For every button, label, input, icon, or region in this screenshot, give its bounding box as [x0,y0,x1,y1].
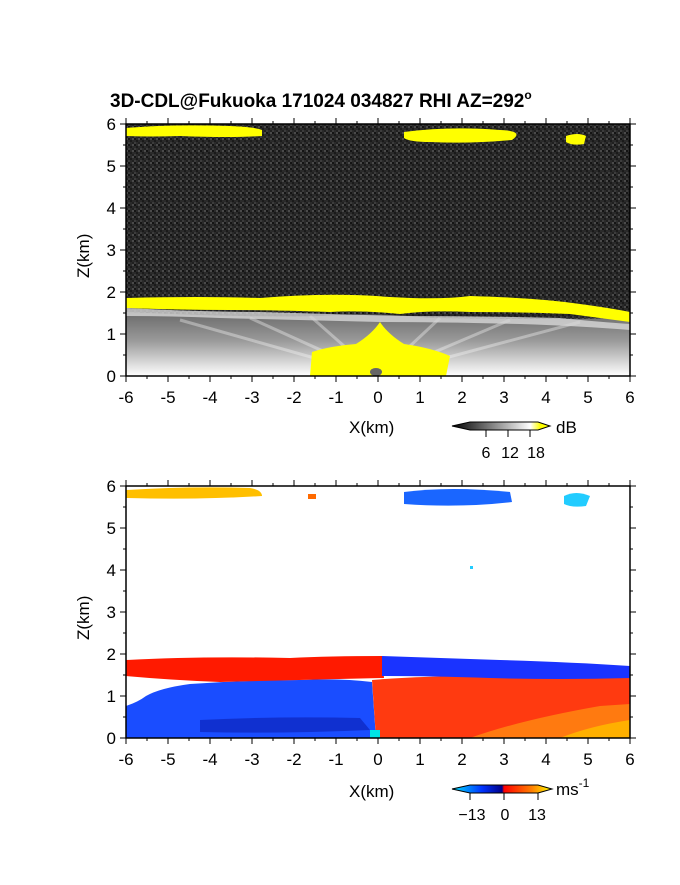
reflectivity-colorbar-tick: 18 [527,445,545,462]
velocity-colorbar-unit: ms-1 [556,776,590,799]
velocity-y-tick-label: 4 [107,561,116,580]
velocity-colorbar-bar [451,784,554,794]
reflectivity-colorbar-bar [451,421,552,431]
velocity-y-tick-label: 6 [107,477,116,496]
reflectivity-x-tick-label: -1 [328,388,343,407]
velocity-ticks [120,480,636,744]
reflectivity-colorbar-tick: 6 [482,445,491,462]
reflectivity-x-tick-label: 5 [583,388,592,407]
reflectivity-ticks [120,118,636,382]
reflectivity-ylabel: Z(km) [74,234,93,278]
velocity-x-tick-label: 5 [583,750,592,769]
figure-title: 3D-CDL@Fukuoka 171024 034827 RHI AZ=292o [110,88,532,112]
reflectivity-image [126,124,630,376]
reflectivity-x-tick-label: 1 [415,388,424,407]
velocity-speck [308,494,316,499]
velocity-upper-middle [404,489,512,506]
velocity-x-tick-label: 1 [415,750,424,769]
reflectivity-colorbar-unit: dB [556,418,577,437]
reflectivity-y-tick-label: 6 [107,115,116,134]
velocity-x-tick-label: 4 [541,750,550,769]
reflectivity-y-tick-label: 0 [107,367,116,386]
reflectivity-y-tick-label: 1 [107,325,116,344]
velocity-y-tick-label: 1 [107,687,116,706]
velocity-x-tick-label: -3 [244,750,259,769]
velocity-colorbar-tick: 0 [501,807,510,824]
reflectivity-y-tick-label: 3 [107,241,116,260]
reflectivity-x-tick-label: -2 [286,388,301,407]
reflectivity-y-tick-label: 5 [107,157,116,176]
reflectivity-x-tick-label: 0 [373,388,382,407]
velocity-y-tick-label: 2 [107,645,116,664]
velocity-x-tick-label: 6 [625,750,634,769]
velocity-colorbar-tick: −13 [458,807,485,824]
velocity-x-tick-label: 3 [499,750,508,769]
near-field-echo [310,322,450,376]
reflectivity-x-tick-label: 2 [457,388,466,407]
velocity-x-tick-label: 0 [373,750,382,769]
velocity-y-tick-label: 0 [107,729,116,748]
reflectivity-xlabel: X(km) [349,418,394,437]
reflectivity-x-tick-label: 4 [541,388,550,407]
velocity-x-tick-label: 2 [457,750,466,769]
upper-layer-middle [404,128,517,143]
velocity-upper-right [564,493,590,507]
reflectivity-x-tick-label: -6 [118,388,133,407]
velocity-origin-mark [370,730,380,738]
velocity-core-left [200,717,370,733]
velocity-ylabel: Z(km) [74,596,93,640]
layer-fringe [126,308,630,330]
velocity-colorbar-tick: 13 [528,807,546,824]
velocity-y-tick-label: 3 [107,603,116,622]
velocity-tick-labels: -6 -5 -4 -3 -2 -1 0 1 2 3 4 5 6 0 1 2 3 4 5 6 [107,477,635,769]
reflectivity-y-tick-label: 4 [107,199,116,218]
reflectivity-colorbar-tick: 12 [501,445,519,462]
velocity-speck [470,566,473,569]
cloud-base-layer [126,294,630,322]
velocity-y-tick-label: 5 [107,519,116,538]
reflectivity-x-tick-label: 3 [499,388,508,407]
velocity-x-tick-label: -6 [118,750,133,769]
velocity-image [126,486,630,738]
reflectivity-x-tick-label: 6 [625,388,634,407]
reflectivity-x-tick-label: -3 [244,388,259,407]
reflectivity-x-tick-label: -5 [160,388,175,407]
radar-site-mark [370,368,382,376]
velocity-x-tick-label: -2 [286,750,301,769]
velocity-x-tick-label: -4 [202,750,217,769]
velocity-xlabel: X(km) [349,782,394,801]
reflectivity-x-tick-label: -4 [202,388,217,407]
reflectivity-y-tick-label: 2 [107,283,116,302]
velocity-edge-right [560,720,630,738]
reflectivity-colorbar-ticks [485,430,531,437]
velocity-colorbar-ticks [469,793,539,800]
reflectivity-colorbar: dB 6 12 18 [451,418,577,462]
velocity-colorbar: ms-1 −13 0 13 [451,776,590,824]
upper-layer-left [126,125,262,137]
velocity-layer-red [126,656,384,682]
velocity-upper-left [126,487,262,499]
velocity-x-tick-label: -1 [328,750,343,769]
velocity-x-tick-label: -5 [160,750,175,769]
reflectivity-tick-labels: -6 -5 -4 -3 -2 -1 0 1 2 3 4 5 6 0 1 2 3 4 5 6 [107,115,635,407]
upper-layer-right [566,134,586,145]
velocity-panel: -6 -5 -4 -3 -2 -1 0 1 2 3 4 5 6 0 1 2 3 4 5 6 X(km) Z(km) m… [74,477,636,824]
velocity-layer-blue [382,656,630,679]
